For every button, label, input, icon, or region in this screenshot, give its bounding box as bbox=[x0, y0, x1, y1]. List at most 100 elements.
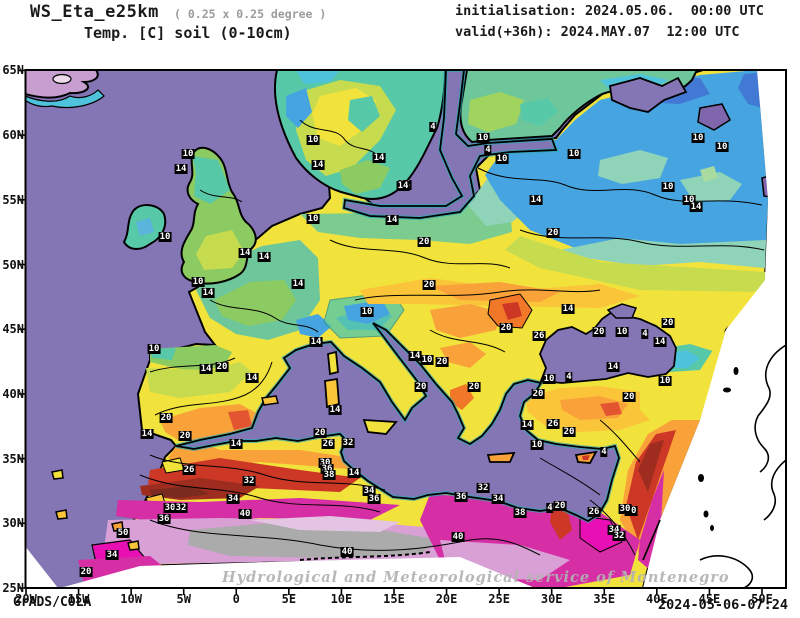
contour-label: 4 bbox=[641, 329, 649, 339]
baltic-sea-line bbox=[343, 70, 558, 219]
contour-label: 14 bbox=[311, 160, 325, 170]
contour-label: 14 bbox=[140, 429, 154, 439]
contour-label: 14 bbox=[291, 279, 305, 289]
contour-label: 20 bbox=[435, 357, 449, 367]
scandinavia-teal-mid bbox=[348, 96, 380, 132]
contour-label: 20 bbox=[592, 327, 606, 337]
balearics bbox=[261, 395, 279, 406]
contour-label: 14 bbox=[529, 195, 543, 205]
contour-label: 40 bbox=[451, 532, 465, 542]
grads-credit: GrADS/COLA bbox=[13, 595, 92, 610]
contour-label: 14 bbox=[561, 304, 575, 314]
contour-label: 36 bbox=[157, 514, 171, 524]
sardinia bbox=[324, 377, 340, 409]
white-sea bbox=[608, 76, 688, 113]
sweden-green-south bbox=[340, 160, 390, 194]
caspian-islands bbox=[698, 367, 739, 531]
contour-label: 10 bbox=[691, 133, 705, 143]
russia-paleteal-blob bbox=[598, 150, 668, 184]
valid-line: valid(+36h): 2024.MAY.07 12:00 UTC bbox=[455, 24, 740, 40]
contour-label: 4 bbox=[565, 372, 573, 382]
contour-label: 4 bbox=[546, 503, 554, 513]
contour-label: 26 bbox=[546, 419, 560, 429]
sicily bbox=[362, 419, 398, 435]
contour-label: 10 bbox=[476, 133, 490, 143]
contour-label: 20 bbox=[159, 413, 173, 423]
cyprus-red bbox=[582, 455, 590, 460]
contour-label: 36 bbox=[320, 464, 334, 474]
x-tick-label: 10E bbox=[330, 592, 353, 606]
contour-label: 10 bbox=[147, 344, 161, 354]
domain-edge-white-bl bbox=[25, 546, 58, 588]
contour-label: 14 bbox=[408, 351, 422, 361]
contour-label: 26 bbox=[321, 439, 335, 449]
contour-label: 20 bbox=[414, 382, 428, 392]
contour-label: 10 bbox=[715, 142, 729, 152]
france-green bbox=[214, 280, 296, 326]
contour-label: 32 bbox=[174, 503, 188, 513]
initialisation-line: initialisation: 2024.05.06. 00:00 UTC bbox=[455, 3, 764, 19]
africa-brown bbox=[150, 486, 210, 498]
y-tick-label: 50N bbox=[2, 257, 24, 272]
contour-label: 30 bbox=[163, 503, 177, 513]
balkan-orange2 bbox=[440, 342, 486, 368]
contour-label: 20 bbox=[417, 237, 431, 247]
contour-label: 10 bbox=[542, 374, 556, 384]
axis-ticks bbox=[18, 69, 763, 595]
norway-blue bbox=[286, 88, 312, 128]
contour-label: 20 bbox=[661, 318, 675, 328]
y-tick-label: 25N bbox=[2, 581, 24, 595]
contour-label: 38 bbox=[513, 508, 527, 518]
contour-label: 10 bbox=[615, 327, 629, 337]
x-tick-label: 10W bbox=[120, 592, 142, 606]
contour-label: 20 bbox=[467, 382, 481, 392]
contour-label: 14 bbox=[520, 420, 534, 430]
x-tick-label: 45E bbox=[698, 592, 721, 606]
iceland-cyan-fringe bbox=[25, 89, 105, 109]
map-frame bbox=[24, 69, 787, 589]
contour-label: 10 bbox=[567, 149, 581, 159]
iceland-glacier bbox=[52, 73, 72, 85]
contour-label: 20 bbox=[215, 362, 229, 372]
azov-sea bbox=[606, 303, 638, 319]
contour-label: 20 bbox=[499, 323, 513, 333]
contour-label: 36 bbox=[367, 494, 381, 504]
x-tick-label: 15E bbox=[383, 592, 405, 606]
contour-label: 10 bbox=[658, 376, 672, 386]
contour-label: 10 bbox=[360, 307, 374, 317]
y-tick-label: 55N bbox=[2, 192, 24, 207]
y-tick-label: 65N bbox=[2, 63, 24, 78]
iberia-redorange-se bbox=[228, 410, 252, 430]
contour-label: 30 bbox=[318, 458, 332, 468]
domain-edge-white-bottom bbox=[60, 557, 535, 588]
contour-label: 14 bbox=[689, 202, 703, 212]
contour-label: 10 bbox=[495, 154, 509, 164]
levant-red bbox=[626, 430, 676, 540]
contour-label: 20 bbox=[313, 428, 327, 438]
alps-blue bbox=[296, 314, 332, 338]
contour-label: 26 bbox=[532, 331, 546, 341]
x-tick-label: 5W bbox=[176, 592, 191, 606]
x-tick-label: 30E bbox=[540, 592, 563, 606]
contour-label: 10 bbox=[661, 182, 675, 192]
model-title: WS_Eta_e25km bbox=[30, 2, 159, 22]
contour-label: 10 bbox=[191, 277, 205, 287]
atlantic-isle1 bbox=[51, 469, 64, 480]
crete bbox=[486, 451, 516, 463]
contour-label: 50 bbox=[116, 528, 130, 538]
watermark: Hydrological and Meteorological service … bbox=[222, 569, 730, 586]
turkey-red bbox=[600, 402, 622, 416]
x-tick-label: 20W bbox=[15, 592, 37, 606]
sahara-dash-coast bbox=[299, 551, 431, 561]
contour-label: 10 bbox=[420, 355, 434, 365]
finland-teal2 bbox=[520, 98, 558, 126]
contour-label: 14 bbox=[385, 215, 399, 225]
contour-label: 10 bbox=[530, 440, 544, 450]
contour-label: 10 bbox=[682, 195, 696, 205]
contour-label: 4 bbox=[484, 145, 492, 155]
contour-label: 20 bbox=[562, 427, 576, 437]
contour-lines bbox=[139, 119, 765, 556]
caspian-outlines bbox=[642, 344, 786, 588]
scotland-teal bbox=[192, 156, 230, 204]
contour-label: 34 bbox=[105, 550, 119, 560]
